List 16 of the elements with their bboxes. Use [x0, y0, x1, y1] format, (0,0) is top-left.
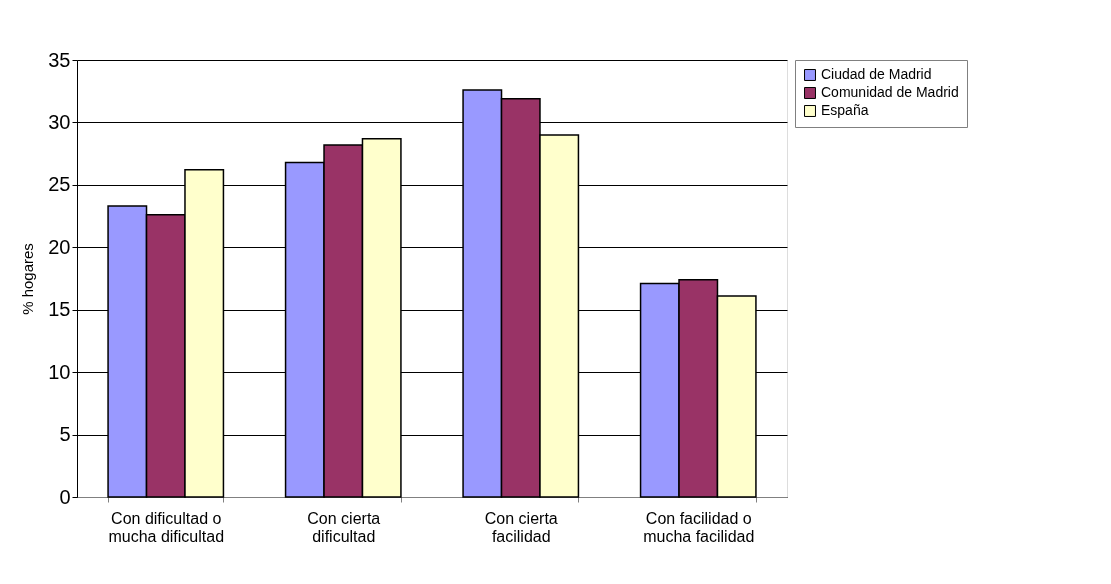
y-tick-label: 20 [48, 235, 71, 258]
x-tick-label: Con dificultad o mucha dificultad [108, 509, 225, 545]
x-tick-label: Con cierta dificultad [307, 509, 381, 545]
x-tick-label: Con facilidad o mucha facilidad [643, 509, 755, 545]
x-tick-label: Con cierta facilidad [484, 509, 558, 545]
y-tick-label: 10 [48, 360, 71, 383]
legend-label: Ciudad de Madrid [821, 66, 932, 82]
legend-label: Comunidad de Madrid [821, 84, 959, 100]
y-tick-label: 0 [59, 485, 71, 508]
y-tick-label: 30 [48, 110, 71, 133]
y-axis-title: % hogares [19, 243, 37, 315]
y-tick-label: 35 [48, 48, 71, 71]
y-tick-label: 15 [48, 298, 71, 321]
y-tick-label: 5 [59, 423, 71, 446]
y-tick-label: 25 [48, 173, 71, 196]
legend-label: España [821, 102, 869, 118]
